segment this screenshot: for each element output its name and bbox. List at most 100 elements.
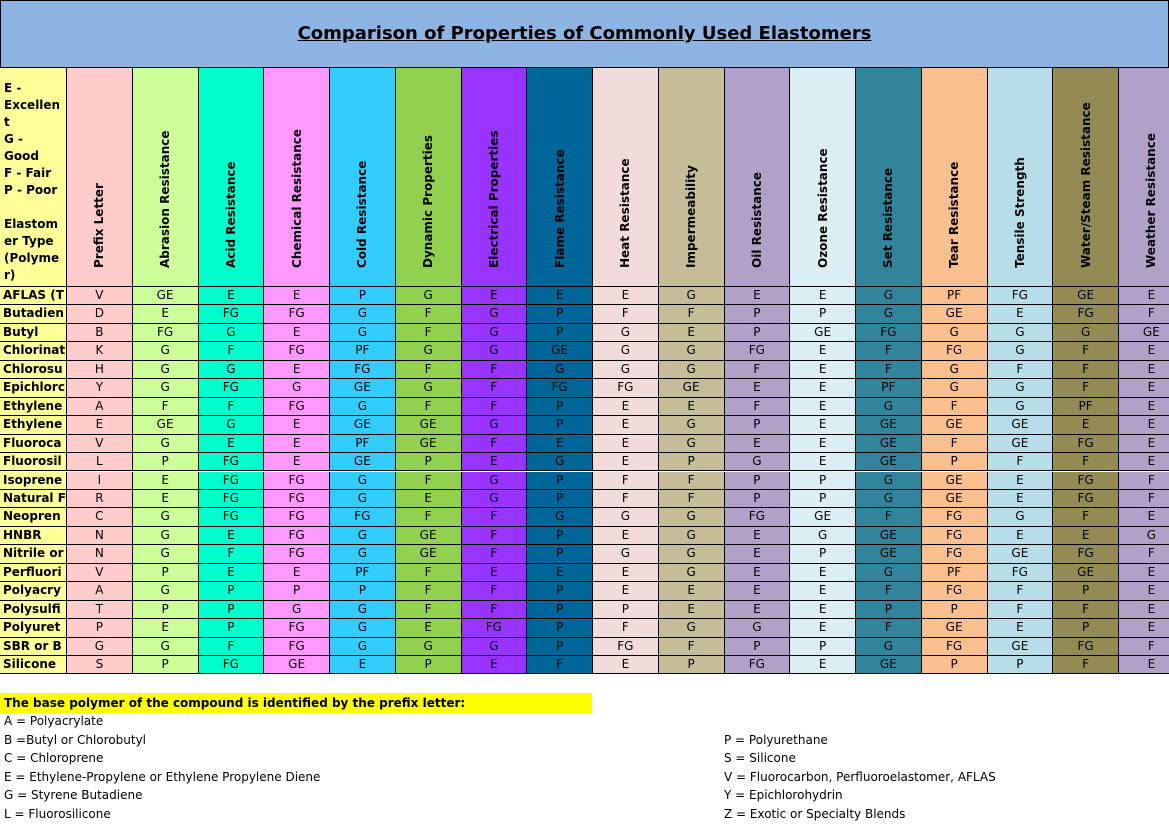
rating-cell[interactable]: P xyxy=(198,619,265,638)
rating-cell[interactable]: P xyxy=(527,416,593,435)
rating-cell[interactable]: E xyxy=(724,563,791,583)
rating-cell[interactable]: FG xyxy=(1053,489,1119,509)
rating-cell[interactable]: V xyxy=(67,563,133,583)
rating-cell[interactable]: F xyxy=(987,453,1054,472)
rating-cell[interactable]: A xyxy=(67,582,133,601)
rating-cell[interactable]: E xyxy=(724,434,791,454)
rating-cell[interactable]: F xyxy=(593,619,659,638)
rating-cell[interactable]: GE xyxy=(921,305,988,324)
rating-cell[interactable]: P xyxy=(527,600,593,620)
rating-cell[interactable]: FG xyxy=(1053,434,1119,454)
rating-cell[interactable]: F xyxy=(395,323,462,343)
rating-cell[interactable]: E xyxy=(593,656,659,675)
rating-cell[interactable]: FG xyxy=(330,360,396,380)
column-header[interactable]: Acid Resistance xyxy=(198,68,265,287)
rating-cell[interactable]: E xyxy=(593,416,659,435)
rating-cell[interactable]: FG xyxy=(461,619,528,638)
rating-cell[interactable]: FG xyxy=(198,508,265,527)
rating-cell[interactable]: PF xyxy=(330,434,396,454)
rating-cell[interactable]: F xyxy=(198,397,265,417)
rating-cell[interactable]: FG xyxy=(264,471,330,490)
rating-cell[interactable]: E xyxy=(1119,379,1169,398)
rating-cell[interactable]: F xyxy=(856,360,922,380)
rating-cell[interactable]: G xyxy=(593,508,659,527)
rating-cell[interactable]: G xyxy=(330,323,396,343)
rating-cell[interactable]: G xyxy=(987,397,1054,417)
elastomer-name-cell[interactable]: Nitrile or xyxy=(0,545,67,564)
rating-cell[interactable]: E xyxy=(593,582,659,601)
rating-cell[interactable]: E xyxy=(264,434,330,454)
rating-cell[interactable]: P xyxy=(921,453,988,472)
rating-cell[interactable]: F xyxy=(461,360,528,380)
rating-cell[interactable]: G xyxy=(527,453,593,472)
elastomer-name-cell[interactable]: Polyacry xyxy=(0,582,67,601)
elastomer-name-cell[interactable]: SBR or B xyxy=(0,637,67,656)
rating-cell[interactable]: E xyxy=(1119,563,1169,583)
rating-cell[interactable]: FG xyxy=(132,323,199,343)
rating-cell[interactable]: E xyxy=(1053,526,1119,546)
rating-cell[interactable]: G xyxy=(330,471,396,490)
rating-cell[interactable]: PF xyxy=(1053,397,1119,417)
rating-cell[interactable]: GE xyxy=(856,545,922,564)
rating-cell[interactable]: E xyxy=(264,563,330,583)
elastomer-name-cell[interactable]: Fluoroca xyxy=(0,434,67,454)
rating-cell[interactable]: E xyxy=(198,434,265,454)
rating-cell[interactable]: G xyxy=(593,545,659,564)
rating-cell[interactable]: P xyxy=(724,471,791,490)
rating-cell[interactable]: G xyxy=(593,323,659,343)
rating-cell[interactable]: E xyxy=(790,379,856,398)
rating-cell[interactable]: F xyxy=(921,397,988,417)
rating-cell[interactable]: F xyxy=(856,342,922,361)
rating-cell[interactable]: FG xyxy=(198,471,265,490)
rating-cell[interactable]: FG xyxy=(921,526,988,546)
elastomer-name-cell[interactable]: Fluorosil xyxy=(0,453,67,472)
rating-cell[interactable]: FG xyxy=(1053,545,1119,564)
rating-cell[interactable]: FG xyxy=(1053,305,1119,324)
rating-cell[interactable]: E xyxy=(987,526,1054,546)
rating-cell[interactable]: GE xyxy=(330,416,396,435)
rating-cell[interactable]: F xyxy=(724,397,791,417)
rating-cell[interactable]: E xyxy=(1119,287,1169,306)
rating-cell[interactable]: E xyxy=(1053,416,1119,435)
rating-cell[interactable]: E xyxy=(790,397,856,417)
rating-cell[interactable]: E xyxy=(724,545,791,564)
rating-cell[interactable]: G xyxy=(987,508,1054,527)
rating-cell[interactable]: FG xyxy=(264,305,330,324)
column-header[interactable]: Cold Resistance xyxy=(330,68,396,287)
elastomer-name-cell[interactable]: HNBR xyxy=(0,526,67,546)
rating-cell[interactable]: E xyxy=(593,526,659,546)
rating-cell[interactable]: F xyxy=(856,619,922,638)
rating-cell[interactable]: F xyxy=(395,563,462,583)
rating-cell[interactable]: F xyxy=(198,342,265,361)
rating-cell[interactable]: E xyxy=(724,287,791,306)
rating-cell[interactable]: G xyxy=(198,323,265,343)
rating-cell[interactable]: E xyxy=(593,453,659,472)
rating-cell[interactable]: F xyxy=(658,637,725,656)
rating-cell[interactable]: G xyxy=(330,526,396,546)
rating-cell[interactable]: P xyxy=(527,526,593,546)
rating-cell[interactable]: E xyxy=(264,360,330,380)
rating-cell[interactable]: V xyxy=(67,287,133,306)
rating-cell[interactable]: E xyxy=(724,526,791,546)
rating-cell[interactable]: F xyxy=(395,600,462,620)
rating-cell[interactable]: E xyxy=(790,563,856,583)
rating-cell[interactable]: P xyxy=(921,600,988,620)
rating-cell[interactable]: GE xyxy=(264,656,330,675)
rating-cell[interactable]: E xyxy=(198,563,265,583)
rating-cell[interactable]: FG xyxy=(1053,471,1119,490)
rating-cell[interactable]: F xyxy=(987,360,1054,380)
rating-cell[interactable]: P xyxy=(921,656,988,675)
rating-cell[interactable]: F xyxy=(461,526,528,546)
rating-cell[interactable]: F xyxy=(1053,379,1119,398)
rating-cell[interactable]: GE xyxy=(987,416,1054,435)
rating-cell[interactable]: FG xyxy=(724,342,791,361)
rating-cell[interactable]: F xyxy=(1119,545,1169,564)
rating-cell[interactable]: G xyxy=(658,619,725,638)
column-header[interactable]: Ozone Resistance xyxy=(790,68,856,287)
rating-cell[interactable]: E xyxy=(264,453,330,472)
rating-cell[interactable]: P xyxy=(198,582,265,601)
elastomer-name-cell[interactable]: Neopren xyxy=(0,508,67,527)
rating-cell[interactable]: E xyxy=(790,656,856,675)
rating-cell[interactable]: FG xyxy=(593,379,659,398)
rating-cell[interactable]: FG xyxy=(987,563,1054,583)
